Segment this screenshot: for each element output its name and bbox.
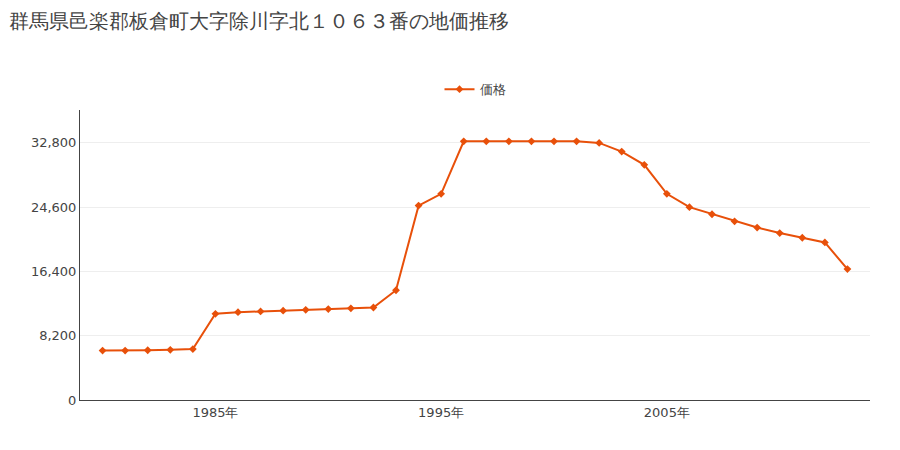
svg-text:32,800: 32,800 [31, 135, 77, 150]
svg-text:1985年: 1985年 [192, 405, 238, 420]
svg-text:24,600: 24,600 [31, 200, 77, 215]
svg-text:価格: 価格 [480, 82, 506, 97]
svg-text:8,200: 8,200 [39, 328, 76, 343]
svg-text:16,400: 16,400 [31, 264, 77, 279]
svg-text:2005年: 2005年 [644, 405, 690, 420]
svg-text:0: 0 [68, 393, 76, 408]
svg-text:群馬県邑楽郡板倉町大字除川字北１０６３番の地価推移: 群馬県邑楽郡板倉町大字除川字北１０６３番の地価推移 [9, 9, 509, 33]
svg-text:1995年: 1995年 [418, 405, 464, 420]
